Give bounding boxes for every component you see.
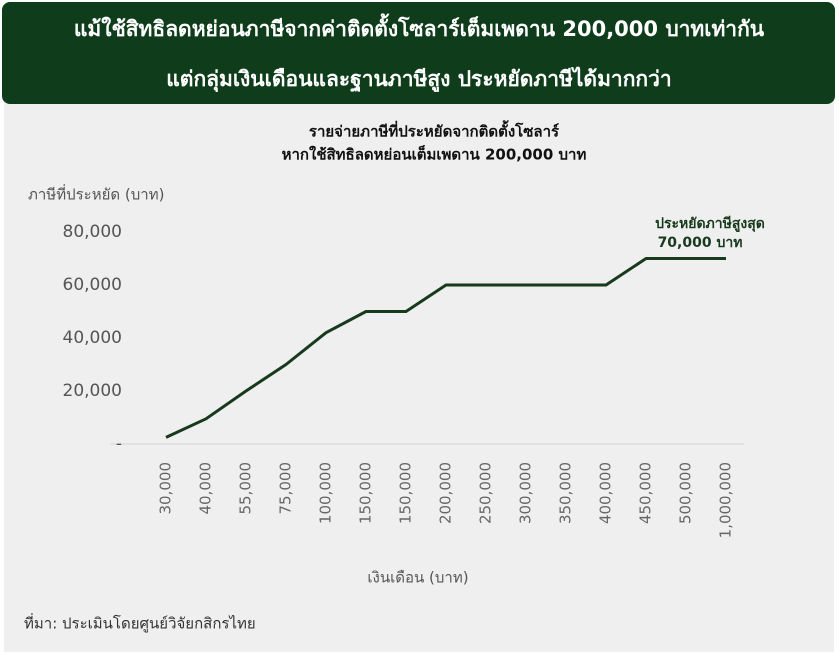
x-tick-label: 450,000: [637, 462, 655, 524]
y-tick-label: 20,000: [63, 381, 122, 401]
x-tick-label: 250,000: [477, 462, 495, 524]
chart-title: รายจ่ายภาษีที่ประหยัดจากติดตั้งโซลาร์: [309, 120, 560, 141]
x-tick-label: 350,000: [557, 462, 575, 524]
header-line: แม้ใช้สิทธิลดหย่อนภาษีจากค่าติดตั้งโซลาร…: [74, 13, 765, 41]
header-banner: [2, 2, 835, 104]
data-line: [165, 257, 726, 439]
y-tick-label: 40,000: [63, 328, 122, 348]
x-tick-label: 150,000: [357, 462, 375, 524]
y-tick-label: 80,000: [63, 222, 122, 242]
y-tick-label: 60,000: [63, 275, 122, 295]
x-tick-label: 55,000: [237, 462, 255, 515]
x-tick-label: 40,000: [197, 462, 215, 515]
y-axis-label: ภาษีที่ประหยัด (บาท): [28, 184, 164, 204]
x-tick-label: 1,000,000: [717, 462, 735, 538]
x-tick-label: 300,000: [517, 462, 535, 524]
x-tick-label: 30,000: [157, 462, 175, 515]
x-tick-label: 500,000: [677, 462, 695, 524]
x-tick-label: 200,000: [437, 462, 455, 524]
x-tick-label: 150,000: [397, 462, 415, 524]
y-tick-label: -: [116, 434, 122, 454]
x-tick-label: 75,000: [277, 462, 295, 515]
x-tick-label: 400,000: [597, 462, 615, 524]
annotation: 70,000 บาท: [658, 235, 743, 251]
header-line: แต่กลุ่มเงินเดือนและฐานภาษีสูง ประหยัดภา…: [166, 66, 671, 93]
panel: [4, 98, 834, 652]
annotation: ประหยัดภาษีสูงสุด: [655, 216, 765, 232]
chart-title: หากใช้สิทธิลดหย่อนเต็มเพดาน 200,000 บาท: [282, 145, 587, 164]
x-tick-label: 100,000: [317, 462, 335, 524]
x-axis-label: เงินเดือน (บาท): [367, 569, 468, 587]
source: ที่มา: ประเมินโดยศูนย์วิจัยกสิกรไทย: [24, 613, 256, 633]
